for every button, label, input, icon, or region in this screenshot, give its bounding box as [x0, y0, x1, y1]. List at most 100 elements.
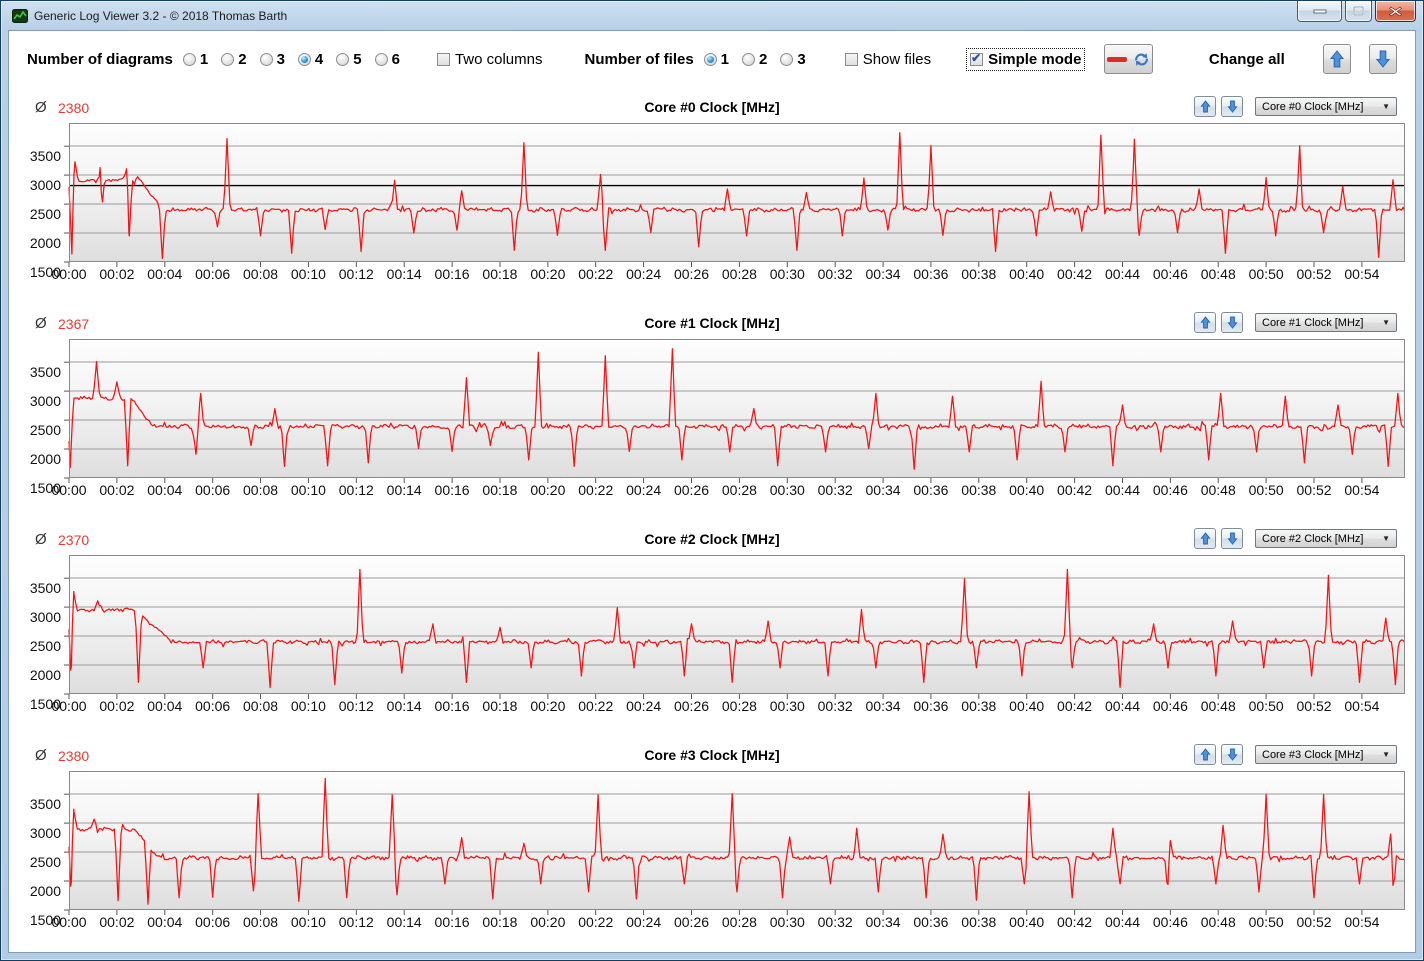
- radio-button[interactable]: [703, 52, 717, 66]
- radio-diagrams-6[interactable]: 6: [374, 51, 400, 68]
- x-tick-label: 00:38: [961, 266, 997, 282]
- two-columns-checkbox[interactable]: Two columns: [436, 51, 542, 68]
- signal-select-dropdown[interactable]: Core #2 Clock [MHz] ▼: [1255, 529, 1397, 548]
- maximize-button[interactable]: [1345, 1, 1372, 22]
- plot-area-core2[interactable]: [64, 555, 1406, 699]
- x-tick-label: 00:42: [1057, 914, 1093, 930]
- x-tick-label: 00:00: [51, 482, 87, 498]
- radio-button[interactable]: [297, 52, 311, 66]
- simple-mode-checkbox[interactable]: Simple mode: [966, 47, 1086, 71]
- chart-move-buttons: [1194, 528, 1243, 549]
- chart-move-buttons: [1194, 312, 1243, 333]
- x-tick-label: 00:34: [865, 482, 901, 498]
- x-tick-label: 00:52: [1296, 482, 1332, 498]
- y-tick-label: 2000: [29, 883, 61, 900]
- radio-diagrams-3[interactable]: 3: [259, 51, 285, 68]
- chart-down-button[interactable]: [1221, 744, 1243, 765]
- x-tick-label: 00:44: [1104, 914, 1140, 930]
- minimize-icon: [1313, 9, 1326, 13]
- x-tick-label: 00:48: [1200, 914, 1236, 930]
- plot-area-core0[interactable]: [64, 123, 1406, 267]
- x-tick-label: 00:18: [482, 698, 518, 714]
- radio-button[interactable]: [221, 52, 235, 66]
- x-tick-label: 00:38: [961, 482, 997, 498]
- chart-down-button[interactable]: [1221, 96, 1243, 117]
- x-tick-label: 00:30: [769, 698, 805, 714]
- x-tick-label: 00:46: [1152, 698, 1188, 714]
- radio-diagrams-4[interactable]: 4: [297, 51, 323, 68]
- radio-button[interactable]: [742, 52, 756, 66]
- x-tick-label: 00:30: [769, 914, 805, 930]
- x-tick-label: 00:08: [243, 698, 279, 714]
- x-tick-label: 00:24: [626, 914, 662, 930]
- x-tick-label: 00:10: [290, 266, 326, 282]
- y-tick-label: 2500: [29, 422, 61, 439]
- radio-diagrams-5[interactable]: 5: [336, 51, 362, 68]
- x-tick-label: 00:30: [769, 482, 805, 498]
- radio-diagrams-2[interactable]: 2: [221, 51, 247, 68]
- show-files-checkbox-box[interactable]: [844, 52, 858, 66]
- plot-area-core1[interactable]: [64, 339, 1405, 483]
- x-tick-label: 00:24: [626, 266, 662, 282]
- x-tick-label: 00:38: [961, 698, 997, 714]
- x-tick-label: 00:40: [1009, 482, 1045, 498]
- signal-select-dropdown[interactable]: Core #1 Clock [MHz] ▼: [1255, 313, 1397, 332]
- radio-diagrams-1[interactable]: 1: [182, 51, 208, 68]
- radio-button[interactable]: [374, 52, 388, 66]
- chart-down-button[interactable]: [1221, 528, 1243, 549]
- change-all-up-button[interactable]: [1322, 44, 1351, 74]
- x-tick-label: 00:36: [913, 914, 949, 930]
- radio-files-3[interactable]: 3: [780, 51, 806, 68]
- radio-files-2[interactable]: 2: [742, 51, 767, 68]
- x-tick-label: 00:32: [817, 482, 853, 498]
- chart-up-button[interactable]: [1194, 96, 1216, 117]
- x-tick-label: 00:54: [1344, 698, 1380, 714]
- chevron-down-icon: ▼: [1382, 534, 1390, 543]
- x-tick-label: 00:06: [195, 698, 231, 714]
- y-tick-label: 3000: [29, 825, 61, 842]
- x-tick-label: 00:06: [195, 266, 231, 282]
- x-tick-label: 00:48: [1200, 266, 1236, 282]
- x-tick-label: 00:26: [673, 266, 710, 282]
- radio-button[interactable]: [336, 52, 350, 66]
- chart-up-button[interactable]: [1194, 744, 1216, 765]
- chart-up-button[interactable]: [1194, 312, 1216, 333]
- x-tick-label: 00:34: [865, 266, 901, 282]
- show-files-checkbox[interactable]: Show files: [844, 51, 931, 68]
- chart-title: Core #1 Clock [MHz]: [644, 315, 780, 331]
- maximize-icon: [1353, 6, 1364, 16]
- y-tick-label: 3500: [29, 796, 61, 813]
- signal-select-dropdown[interactable]: Core #0 Clock [MHz] ▼: [1255, 97, 1397, 116]
- plot-area-core3[interactable]: [64, 771, 1406, 915]
- y-tick-label: 2000: [29, 451, 61, 468]
- close-button[interactable]: [1375, 1, 1416, 22]
- reset-refresh-button[interactable]: [1104, 44, 1153, 74]
- chevron-down-icon: ▼: [1382, 102, 1390, 111]
- simple-mode-checkbox-box[interactable]: [970, 51, 984, 66]
- radio-button[interactable]: [259, 52, 273, 66]
- radio-button[interactable]: [780, 52, 794, 66]
- minimize-button[interactable]: [1297, 1, 1342, 22]
- title-bar[interactable]: Generic Log Viewer 3.2 - © 2018 Thomas B…: [8, 1, 1416, 30]
- radio-files-1[interactable]: 1: [703, 51, 729, 68]
- chart-panel-core3: Ø 2380 Core #3 Clock [MHz] Core #3 Clock…: [9, 737, 1415, 952]
- two-columns-checkbox-box[interactable]: [436, 52, 450, 66]
- x-tick-label: 00:12: [338, 698, 374, 714]
- chart-title: Core #3 Clock [MHz]: [644, 747, 780, 763]
- chart-header: Ø 2380 Core #0 Clock [MHz] Core #0 Clock…: [9, 96, 1415, 120]
- chart-up-button[interactable]: [1194, 528, 1216, 549]
- x-tick-label: 00:00: [51, 266, 87, 282]
- x-tick-label: 00:20: [530, 266, 566, 282]
- radio-button[interactable]: [182, 52, 196, 66]
- x-tick-label: 00:36: [913, 698, 949, 714]
- chart-down-button[interactable]: [1221, 312, 1243, 333]
- average-symbol: Ø: [35, 531, 47, 548]
- y-tick-label: 3500: [29, 580, 61, 597]
- x-tick-label: 00:04: [147, 698, 183, 714]
- x-tick-label: 00:04: [147, 914, 183, 930]
- change-all-down-button[interactable]: [1368, 44, 1397, 74]
- x-tick-label: 00:50: [1248, 482, 1284, 498]
- y-tick-label: 2000: [29, 235, 61, 252]
- signal-select-dropdown[interactable]: Core #3 Clock [MHz] ▼: [1255, 745, 1397, 764]
